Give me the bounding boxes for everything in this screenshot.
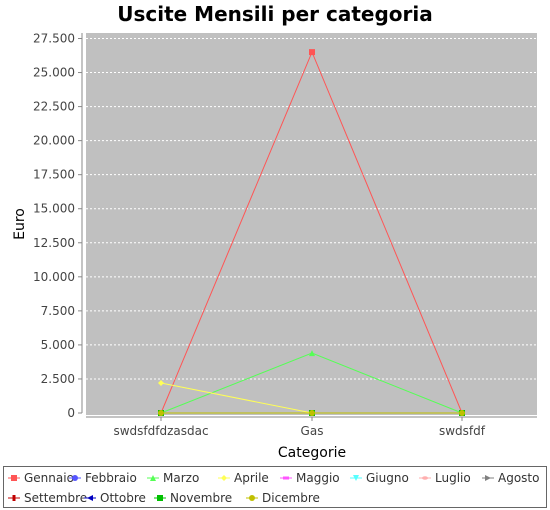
y-axis-ticks: 0 2.500 5.000 7.500 10.000 12.500 15.000 17.500… [33, 32, 82, 420]
legend-marker-dicembre [249, 495, 255, 501]
y-tick-label: 0 [67, 406, 75, 420]
legend-item-aprile: Aprile [218, 471, 269, 485]
legend-label-maggio: Maggio [296, 471, 340, 485]
legend-label-novembre: Novembre [170, 491, 232, 505]
point-dicembre [158, 410, 164, 416]
gridlines [86, 38, 537, 380]
y-tick-label: 7.500 [41, 304, 75, 318]
legend-marker-settembre [12, 495, 16, 501]
legend-marker-agosto [485, 475, 491, 481]
y-tick-label: 17.500 [33, 168, 75, 182]
legend-item-gennaio: Gennaio [8, 471, 74, 485]
y-tick-label: 27.500 [33, 32, 75, 46]
y-tick-label: 15.000 [33, 202, 75, 216]
point-dicembre [309, 410, 315, 416]
legend-marker-marzo [150, 475, 156, 481]
legend-label-luglio: Luglio [435, 471, 471, 485]
legend-marker-ottobre [87, 495, 93, 501]
y-tick-label: 5.000 [41, 338, 75, 352]
legend-item-novembre: Novembre [154, 491, 232, 505]
chart-title: Uscite Mensili per categoria [117, 2, 433, 26]
y-tick-label: 20.000 [33, 134, 75, 148]
legend-label-febbraio: Febbraio [85, 471, 137, 485]
legend-label-aprile: Aprile [234, 471, 269, 485]
legend-item-ottobre: Ottobre [84, 491, 146, 505]
point-marzo [309, 350, 315, 357]
legend-marker-febbraio [72, 475, 78, 481]
legend-marker-maggio [283, 476, 289, 480]
legend-item-dicembre: Dicembre [246, 491, 320, 505]
legend-label-giugno: Giugno [366, 471, 409, 485]
legend-label-ottobre: Ottobre [100, 491, 146, 505]
legend-item-agosto: Agosto [482, 471, 539, 485]
plot-area [86, 33, 537, 415]
y-tick-label: 10.000 [33, 270, 75, 284]
y-tick-label: 25.000 [33, 66, 75, 80]
legend-marker-giugno [353, 475, 359, 481]
legend-label-agosto: Agosto [498, 471, 539, 485]
y-tick-label: 2.500 [41, 372, 75, 386]
legend-label-marzo: Marzo [163, 471, 199, 485]
y-tick-label: 22.500 [33, 100, 75, 114]
point-dicembre [459, 410, 465, 416]
legend-item-settembre: Settembre [8, 491, 87, 505]
legend-marker-aprile [221, 475, 227, 481]
series-points [158, 49, 465, 416]
legend-item-maggio: Maggio [280, 471, 340, 485]
y-axis-label: Euro [12, 208, 28, 240]
x-axis-ticks: swdsfdfdzasdac Gas swdsfdf [113, 417, 486, 438]
legend-label-gennaio: Gennaio [24, 471, 74, 485]
x-tick-label: swdsfdfdzasdac [113, 424, 208, 438]
point-aprile [158, 380, 164, 387]
legend-item-luglio: Luglio [419, 471, 471, 485]
legend-label-dicembre: Dicembre [262, 491, 320, 505]
legend-item-giugno: Giugno [350, 471, 409, 485]
x-tick-label: swdsfdf [439, 424, 486, 438]
legend-label-settembre: Settembre [24, 491, 87, 505]
legend-item-febbraio: Febbraio [69, 471, 137, 485]
point-gennaio [309, 49, 315, 56]
x-axis-label: Categorie [278, 445, 346, 461]
legend-marker-luglio [422, 476, 428, 480]
legend-marker-novembre [157, 495, 163, 501]
legend-box [3, 466, 547, 508]
y-tick-label: 12.500 [33, 236, 75, 250]
legend-item-marzo: Marzo [147, 471, 199, 485]
legend: Gennaio Febbraio Marzo Aprile Maggio Giugno Lu… [8, 471, 539, 505]
x-tick-label: Gas [301, 424, 324, 438]
legend-marker-gennaio [11, 475, 17, 481]
